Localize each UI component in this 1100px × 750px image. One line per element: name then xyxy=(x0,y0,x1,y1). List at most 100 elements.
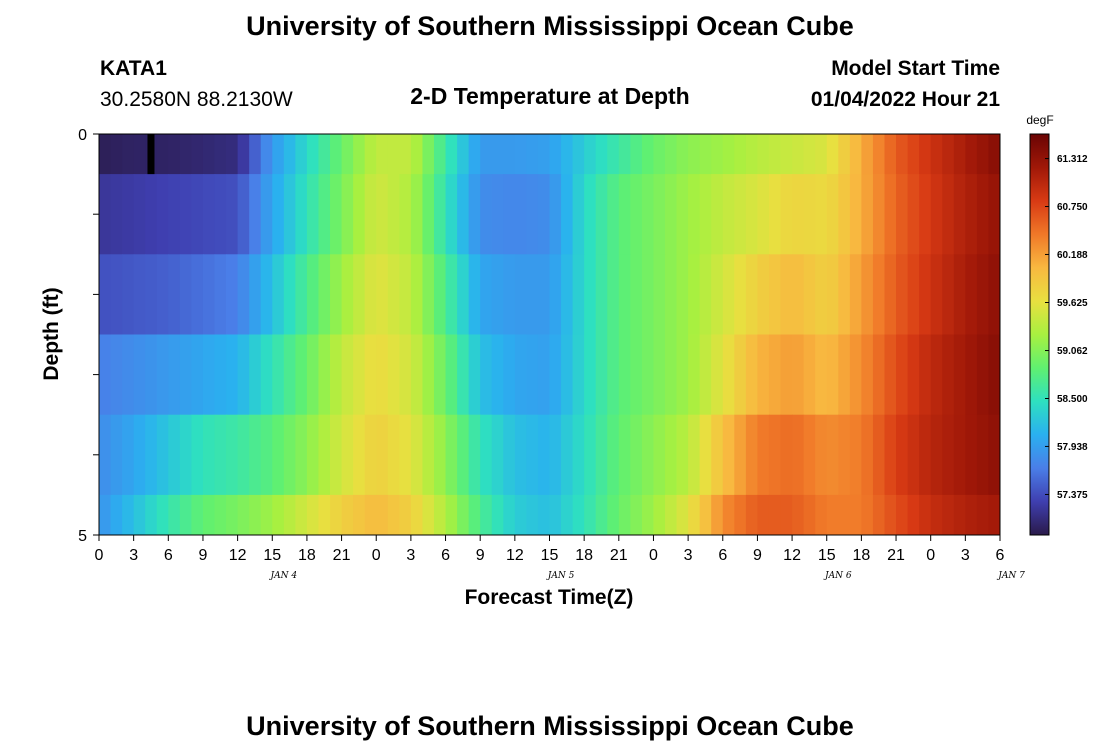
heatmap-cell xyxy=(803,134,816,175)
heatmap-cell xyxy=(676,334,689,416)
heatmap-cell xyxy=(387,494,400,535)
heatmap-cell xyxy=(653,414,666,496)
heatmap-cell xyxy=(202,334,216,416)
heatmap-cell xyxy=(803,414,816,496)
heatmap-cell xyxy=(433,174,447,255)
chart-subtitle: 2-D Temperature at Depth xyxy=(410,83,689,109)
heatmap-cell xyxy=(364,174,377,255)
heatmap-cell xyxy=(722,174,735,255)
heatmap-cell xyxy=(768,174,782,255)
heatmap-cell xyxy=(433,254,447,336)
heatmap-cell xyxy=(341,414,354,496)
heatmap-cell xyxy=(237,494,250,535)
heatmap-cell xyxy=(168,174,181,255)
heatmap-cell xyxy=(607,174,620,255)
heatmap-cell xyxy=(272,254,285,336)
x-tick-label: 0 xyxy=(95,547,104,564)
heatmap-cell xyxy=(780,494,793,535)
heatmap-cell xyxy=(491,494,504,535)
heatmap-cell xyxy=(653,254,666,336)
heatmap-cell xyxy=(665,494,678,535)
heatmap-cell xyxy=(99,334,112,416)
heatmap-cell xyxy=(584,334,597,416)
heatmap-cell xyxy=(884,494,897,535)
heatmap-cell xyxy=(387,254,400,336)
heatmap-cell xyxy=(526,334,539,416)
x-tick-label: 9 xyxy=(199,547,208,564)
heatmap-cell xyxy=(330,134,343,175)
x-tick-label: 0 xyxy=(926,547,935,564)
heatmap-cell xyxy=(330,334,343,416)
heatmap-cell xyxy=(930,494,943,535)
colorbar xyxy=(1029,133,1050,536)
heatmap-cell xyxy=(133,334,146,416)
heatmap-cell xyxy=(976,334,990,416)
heatmap-cell xyxy=(156,334,169,416)
heatmap-cell xyxy=(572,254,585,336)
colorbar-tick-label: 59.062 xyxy=(1057,346,1088,357)
heatmap-cell xyxy=(295,494,308,535)
heatmap-cell xyxy=(965,174,978,255)
heatmap-cell xyxy=(145,334,158,416)
heatmap-cell xyxy=(572,174,585,255)
x-tick-label: 18 xyxy=(852,547,870,564)
heatmap-cell xyxy=(145,254,158,336)
heatmap-cell xyxy=(364,334,377,416)
heatmap-cell xyxy=(976,254,990,336)
heatmap-cell xyxy=(341,134,354,175)
heatmap-cell xyxy=(330,254,343,336)
heatmap-cell xyxy=(792,254,805,336)
heatmap-cell xyxy=(595,494,608,535)
heatmap-cell xyxy=(318,174,331,255)
heatmap-cell xyxy=(942,414,955,496)
day-label: JAN 4 xyxy=(269,571,298,581)
day-label: JAN 6 xyxy=(823,571,852,581)
heatmap-cell xyxy=(849,414,862,496)
x-tick-label: 12 xyxy=(783,547,801,564)
heatmap-cell xyxy=(133,254,146,336)
heatmap-cell xyxy=(110,494,123,535)
heatmap-cell xyxy=(711,494,724,535)
heatmap-cell xyxy=(942,494,955,535)
heatmap-cell xyxy=(145,414,158,496)
heatmap-cell xyxy=(861,174,874,255)
heatmap-cell xyxy=(699,334,712,416)
heatmap-cell xyxy=(330,494,343,535)
heatmap-cell xyxy=(930,254,943,336)
heatmap-cell xyxy=(688,334,701,416)
heatmap-cell xyxy=(861,334,874,416)
heatmap-cell xyxy=(838,254,851,336)
heatmap-cell xyxy=(537,174,551,255)
heatmap-cell xyxy=(503,254,516,336)
heatmap-cell xyxy=(572,134,585,175)
heatmap-cell xyxy=(711,134,724,175)
heatmap-cell xyxy=(537,334,551,416)
heatmap-cell xyxy=(722,334,735,416)
heatmap-cell xyxy=(780,414,793,496)
heatmap-cell xyxy=(595,134,608,175)
heatmap-cell xyxy=(353,254,366,336)
heatmap-cell xyxy=(907,494,920,535)
x-tick-label: 18 xyxy=(575,547,593,564)
heatmap-cell xyxy=(237,254,250,336)
heatmap-cell xyxy=(457,494,470,535)
heatmap-cell xyxy=(537,494,551,535)
heatmap-cell xyxy=(503,174,516,255)
heatmap-cell xyxy=(722,134,735,175)
heatmap-cell xyxy=(526,414,539,496)
heatmap-cell xyxy=(480,494,493,535)
x-tick-label: 6 xyxy=(996,547,1005,564)
heatmap-cell xyxy=(249,414,262,496)
heatmap-cell xyxy=(156,134,169,175)
heatmap-cell xyxy=(410,414,424,496)
heatmap-cell xyxy=(272,174,285,255)
heatmap-cell xyxy=(226,174,239,255)
heatmap-cell xyxy=(584,134,597,175)
x-axis-label: Forecast Time(Z) xyxy=(465,586,634,609)
heatmap-cell xyxy=(768,334,782,416)
x-tick-label: 6 xyxy=(164,547,173,564)
heatmap-cell xyxy=(688,494,701,535)
heatmap-cell xyxy=(272,134,285,175)
heatmap-cell xyxy=(861,414,874,496)
heatmap-cell xyxy=(491,174,504,255)
